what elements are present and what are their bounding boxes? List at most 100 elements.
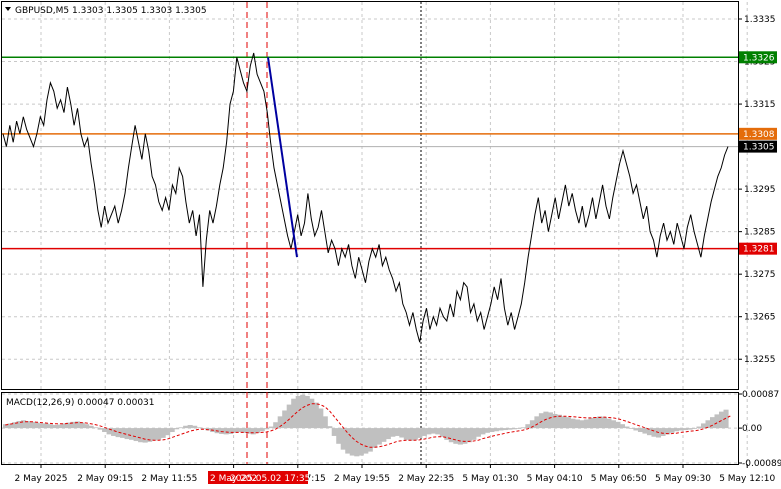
macd-bar bbox=[169, 428, 175, 433]
macd-tick-label: 0.00087 bbox=[742, 390, 779, 400]
macd-bar bbox=[120, 428, 126, 438]
macd-bar bbox=[552, 413, 558, 429]
macd-bar bbox=[61, 423, 67, 429]
macd-bar bbox=[273, 422, 279, 429]
macd-bar bbox=[174, 428, 180, 430]
macd-bar bbox=[313, 402, 319, 429]
time-tick-label: 5 May 01:30 bbox=[462, 474, 518, 484]
macd-bar bbox=[151, 428, 157, 441]
macd-bar bbox=[498, 428, 504, 431]
grid-lines bbox=[2, 2, 748, 464]
level-lines[interactable] bbox=[2, 56, 738, 250]
macd-bar bbox=[277, 416, 283, 429]
trend-segment[interactable] bbox=[267, 57, 298, 258]
macd-bar bbox=[385, 428, 391, 440]
macd-bar bbox=[529, 420, 535, 429]
symbol-info-text: GBPUSD,M5 1.3303 1.3305 1.3303 1.3305 bbox=[15, 6, 207, 16]
macd-bar bbox=[102, 428, 108, 433]
macd-bar bbox=[592, 417, 599, 429]
macd-bar bbox=[327, 426, 333, 429]
macd-bar bbox=[48, 424, 54, 429]
crosshair-left-fragment: 2 May 202 bbox=[210, 474, 257, 484]
crosshair-label-box bbox=[208, 471, 308, 484]
macd-bar bbox=[282, 410, 288, 429]
macd-bar bbox=[466, 428, 472, 443]
macd-bar bbox=[673, 428, 680, 432]
macd-bar bbox=[624, 426, 630, 429]
macd-bar bbox=[259, 428, 265, 432]
level-label-middle: 1.3308 bbox=[743, 130, 775, 140]
macd-bar bbox=[570, 418, 576, 429]
macd-bar bbox=[354, 428, 360, 457]
macd-bar bbox=[511, 428, 517, 430]
macd-bar bbox=[709, 417, 716, 429]
macd-bar bbox=[583, 419, 589, 429]
price-tick-label: 1.3285 bbox=[744, 228, 776, 238]
macd-bar bbox=[340, 428, 346, 450]
price-tick-label: 1.3315 bbox=[744, 100, 776, 110]
macd-bar bbox=[156, 428, 162, 440]
macd-bar bbox=[178, 427, 184, 429]
macd-bar bbox=[183, 425, 189, 429]
macd-bar bbox=[471, 428, 477, 440]
time-tick-label: 5 May 12:10 bbox=[719, 474, 775, 484]
macd-bar bbox=[232, 428, 238, 433]
macd-bar bbox=[606, 418, 612, 429]
macd-bar bbox=[502, 428, 508, 431]
macd-bar bbox=[304, 395, 310, 429]
macd-bar bbox=[129, 428, 135, 440]
macd-bar bbox=[574, 419, 580, 429]
macd-bar bbox=[219, 428, 225, 434]
macd-bar bbox=[34, 422, 40, 429]
price-tick-label: 1.3295 bbox=[744, 185, 776, 195]
macd-bar bbox=[16, 421, 22, 429]
macd-bar bbox=[336, 428, 342, 444]
macd-bar bbox=[588, 417, 594, 429]
price-level-labels: 1.3326 1.3308 1.3281 1.3305 bbox=[739, 51, 777, 255]
macd-bar bbox=[480, 428, 486, 435]
macd-bar bbox=[421, 428, 427, 436]
macd-bar bbox=[43, 423, 49, 429]
macd-bar bbox=[93, 427, 99, 429]
macd-bar bbox=[237, 428, 243, 433]
macd-bar bbox=[3, 424, 9, 429]
macd-bar bbox=[556, 414, 562, 429]
macd-bar bbox=[358, 428, 364, 456]
macd-bar bbox=[124, 428, 130, 440]
macd-bar bbox=[718, 411, 725, 429]
price-tick-label: 1.3275 bbox=[744, 270, 776, 280]
price-tick-label: 1.3265 bbox=[744, 313, 776, 323]
macd-bar bbox=[642, 428, 648, 434]
price-tick-label: 1.3335 bbox=[744, 15, 776, 25]
macd-bar bbox=[147, 428, 153, 442]
macd-bar bbox=[138, 428, 144, 443]
time-tick-label: 2 May 19:55 bbox=[334, 474, 390, 484]
macd-bar bbox=[223, 428, 229, 435]
macd-bar bbox=[241, 428, 247, 433]
macd-bar bbox=[484, 428, 490, 433]
collapse-triangle-icon[interactable] bbox=[5, 7, 11, 11]
macd-bar bbox=[448, 428, 454, 443]
macd-bar bbox=[255, 428, 261, 433]
macd-bar bbox=[79, 422, 85, 429]
macd-bar bbox=[133, 428, 139, 442]
macd-bar bbox=[561, 416, 567, 429]
price-tick-label: 1.3255 bbox=[744, 355, 776, 365]
level-label-box-resistance bbox=[739, 51, 777, 64]
macd-bar bbox=[430, 428, 436, 434]
level-label-current: 1.3305 bbox=[743, 143, 775, 153]
time-tick-label: 2 May 09:15 bbox=[77, 474, 133, 484]
macd-bar bbox=[106, 428, 112, 435]
time-tick-label: 5 May 04:10 bbox=[527, 474, 583, 484]
macd-bar bbox=[525, 424, 531, 429]
time-tick-label: 2 May 2025 bbox=[15, 474, 68, 484]
level-label-box-middle bbox=[739, 127, 777, 140]
macd-bar bbox=[192, 425, 198, 429]
macd-bar bbox=[660, 428, 666, 436]
macd-bar bbox=[295, 395, 301, 429]
macd-bar bbox=[300, 394, 306, 429]
macd-bar bbox=[678, 428, 684, 431]
macd-bar bbox=[475, 428, 481, 437]
macd-bar bbox=[111, 428, 117, 436]
